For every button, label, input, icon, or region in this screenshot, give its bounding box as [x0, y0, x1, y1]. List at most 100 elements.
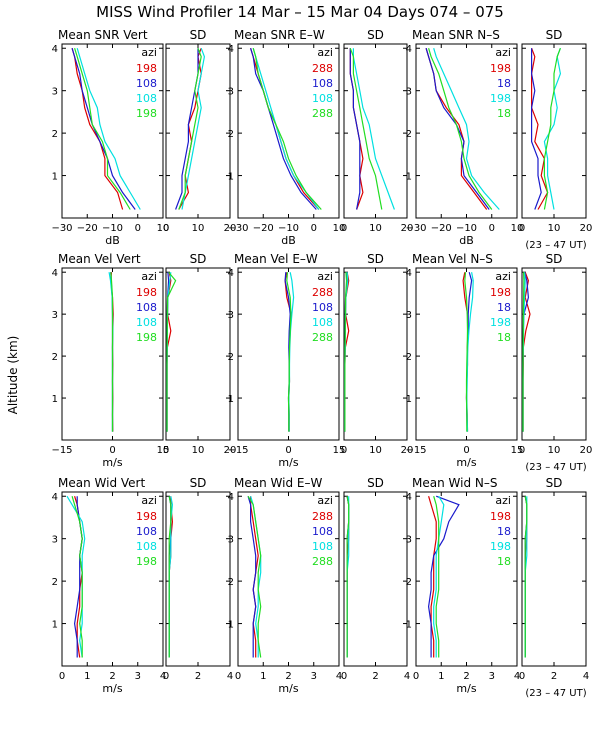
snr-ns-panel-ytick-label: 1 — [406, 172, 412, 183]
vel-vert-panel-legend-title: azi — [141, 270, 157, 283]
vel-ew-panel-xtick-label: 15 — [333, 445, 346, 456]
wid-ew-panel-legend-title: azi — [317, 494, 333, 507]
snr-ns-panel-xtick-label: −30 — [405, 223, 426, 234]
wid-ew-panel-ytick-label: 1 — [228, 620, 234, 631]
vel-vert-panel-xtick-label: 0 — [109, 445, 115, 456]
vel-ns-panel-xlabel: m/s — [456, 456, 476, 469]
snr-ns-panel-title: Mean SNR N–S — [412, 28, 500, 42]
wid-vert-panel-title: Mean Wid Vert — [58, 476, 145, 490]
snr-ns-panel-legend-green: 18 — [497, 107, 511, 120]
vel-ew-sd-panel-xtick-label: 20 — [401, 445, 414, 456]
vel-ew-panel-title: Mean Vel E–W — [234, 252, 318, 266]
wid-ns-panel-cyan-line — [433, 495, 445, 658]
vel-ew-panel-ytick-label: 3 — [228, 310, 234, 321]
snr-vert-panel-legend-title: azi — [141, 46, 157, 59]
snr-vert-sd-panel-green-line — [178, 47, 202, 210]
vel-ns-sd-panel-xtick-label: 10 — [548, 445, 561, 456]
snr-ns-sd-panel-xtick-label: 20 — [580, 223, 593, 234]
wid-vert-panel-xtick-label: 3 — [135, 671, 141, 682]
snr-ew-panel-cyan-line — [252, 48, 320, 210]
snr-ns-panel-ytick-label: 3 — [406, 87, 412, 98]
wid-ns-panel-xtick-label: 2 — [463, 671, 469, 682]
wid-ew-panel-legend-blue: 108 — [312, 525, 333, 538]
figure-title: MISS Wind Profiler 14 Mar – 15 Mar 04 Da… — [96, 3, 504, 21]
wid-ns-panel-legend-title: azi — [495, 494, 511, 507]
vel-ns-panel-ytick-label: 3 — [406, 310, 412, 321]
snr-ns-panel-legend-red: 198 — [490, 62, 511, 75]
vel-vert-panel-ytick-label: 3 — [52, 310, 58, 321]
vel-ew-sd-panel-frame — [343, 267, 408, 441]
snr-ns-panel-green-line — [428, 48, 493, 210]
vel-vert-sd-panel-title: SD — [190, 252, 207, 266]
snr-vert-sd-panel-title: SD — [190, 28, 207, 42]
snr-vert-sd-panel-xtick-label: 20 — [224, 223, 237, 234]
snr-ew-sd-panel-cyan-line — [352, 48, 395, 210]
wid-ns-panel-ytick-label: 4 — [406, 492, 412, 503]
vel-ns-panel-xtick-label: 15 — [511, 445, 524, 456]
snr-ew-panel-xtick-label: 10 — [333, 223, 346, 234]
vel-ew-sd-panel-xtick-label: 10 — [369, 445, 382, 456]
wid-ns-panel-title: Mean Wid N–S — [412, 476, 497, 490]
vel-ew-panel-legend-red: 288 — [312, 286, 333, 299]
ut-range-note: (23 – 47 UT) — [525, 688, 586, 699]
snr-ns-sd-panel-blue-line — [531, 48, 542, 210]
wid-ns-panel-xtick-label: 1 — [438, 671, 444, 682]
vel-ns-panel-ytick-label: 4 — [406, 268, 412, 279]
vel-ns-sd-panel-title: SD — [546, 252, 563, 266]
snr-ns-panel-xtick-label: 0 — [489, 223, 495, 234]
vel-vert-panel-green-line — [110, 272, 114, 432]
snr-ns-sd-panel-red-line — [531, 47, 549, 210]
wid-ns-panel-red-line — [428, 496, 437, 658]
vel-vert-panel-ytick-label: 1 — [52, 394, 58, 405]
ut-range-note: (23 – 47 UT) — [525, 462, 586, 473]
snr-ew-sd-panel-title: SD — [367, 28, 384, 42]
vel-ns-sd-panel-xtick-label: 0 — [519, 445, 525, 456]
vel-ns-panel-legend-red: 198 — [490, 286, 511, 299]
vel-ns-sd-panel: SD 0 10 20 — [519, 252, 593, 456]
vel-vert-sd-panel-green-line — [166, 271, 177, 432]
vel-ew-panel-legend-green: 288 — [312, 331, 333, 344]
snr-ns-sd-panel: SD 0 10 20 — [519, 28, 593, 234]
snr-ns-panel-xtick-label: −20 — [431, 223, 452, 234]
snr-vert-panel-xtick-label: 10 — [157, 223, 170, 234]
vel-ew-panel-legend-blue: 108 — [312, 301, 333, 314]
snr-vert-panel-title: Mean SNR Vert — [58, 28, 148, 42]
snr-ns-sd-panel-xtick-label: 10 — [548, 223, 561, 234]
vel-ns-panel-title: Mean Vel N–S — [412, 252, 493, 266]
snr-vert-panel-ytick-label: 1 — [52, 172, 58, 183]
wid-vert-sd-panel-green-line — [168, 496, 172, 658]
vel-vert-panel-xtick-label: −15 — [51, 445, 72, 456]
wid-vert-panel-xlabel: m/s — [102, 682, 122, 695]
snr-ew-panel-legend-cyan: 108 — [312, 92, 333, 105]
snr-vert-panel-red-line — [71, 48, 124, 210]
snr-ns-panel-legend-blue: 18 — [497, 77, 511, 90]
snr-vert-panel-ytick-label: 2 — [52, 129, 58, 140]
snr-vert-sd-panel-blue-line — [175, 48, 199, 210]
snr-ns-sd-panel-title: SD — [546, 28, 563, 42]
snr-vert-sd-panel-xtick-label: 10 — [192, 223, 205, 234]
wid-vert-panel-xtick-label: 0 — [59, 671, 65, 682]
snr-ew-panel-xtick-label: −30 — [227, 223, 248, 234]
vel-ns-sd-panel-frame — [521, 267, 587, 441]
wid-ns-panel-legend-blue: 18 — [497, 525, 511, 538]
snr-vert-sd-panel-xtick-label: 0 — [163, 223, 169, 234]
snr-ew-panel-legend-red: 288 — [312, 62, 333, 75]
wid-ew-panel-ytick-label: 2 — [228, 577, 234, 588]
wid-vert-sd-panel-xtick-label: 4 — [227, 671, 233, 682]
wid-ew-panel-xtick-label: 1 — [260, 671, 266, 682]
vel-ns-panel-ytick-label: 1 — [406, 394, 412, 405]
wid-ew-sd-panel: SD 0 2 4 — [341, 476, 410, 682]
wid-ns-panel-green-line — [433, 496, 440, 658]
snr-ew-panel-ytick-label: 1 — [228, 172, 234, 183]
snr-vert-panel-legend-green: 198 — [136, 107, 157, 120]
vel-vert-sd-panel: SD 0 10 20 — [163, 252, 237, 456]
vel-ns-sd-panel-green-line — [522, 272, 525, 432]
snr-vert-panel-xtick-label: −30 — [51, 223, 72, 234]
wid-vert-sd-panel-xtick-label: 2 — [195, 671, 201, 682]
vel-ns-panel-green-line — [464, 272, 469, 432]
vel-vert-sd-panel-xtick-label: 10 — [192, 445, 205, 456]
vel-vert-panel-ytick-label: 4 — [52, 268, 58, 279]
